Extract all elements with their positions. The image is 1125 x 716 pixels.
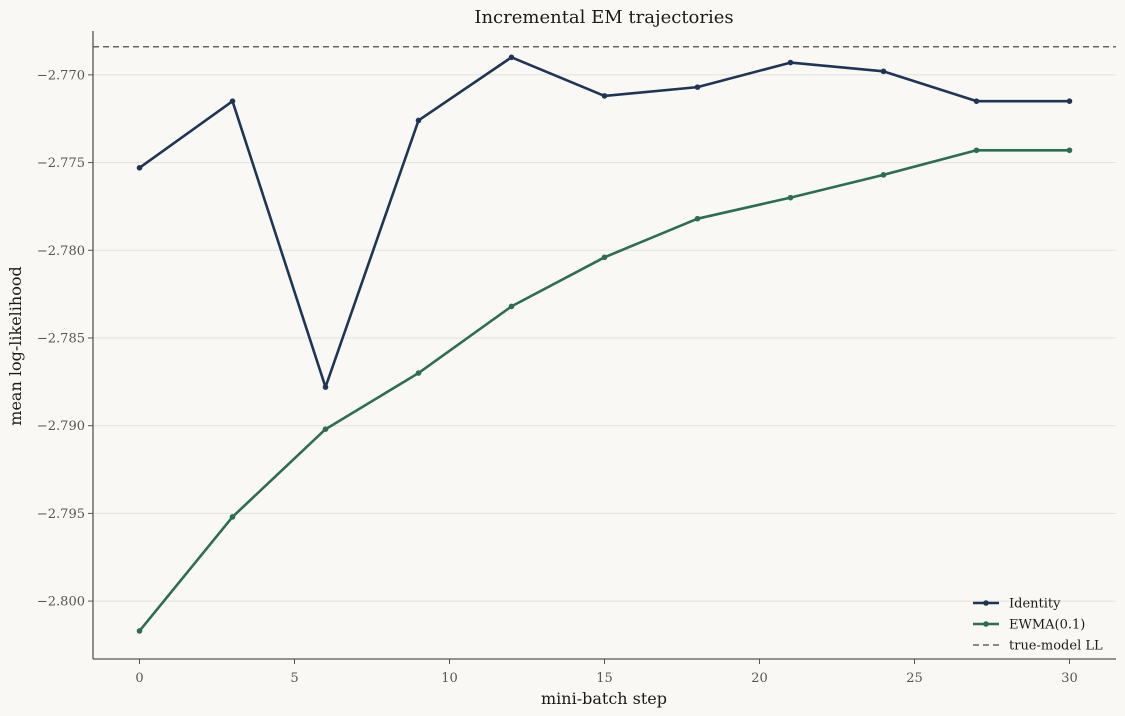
x-tick-label: 15: [596, 671, 613, 686]
legend-marker: [983, 621, 989, 627]
legend-label: true-model LL: [1009, 639, 1103, 654]
x-tick-label: 5: [290, 671, 298, 686]
y-tick-label: −2.770: [37, 68, 85, 83]
y-tick-label: −2.790: [37, 419, 85, 434]
chart-title: Incremental EM trajectories: [474, 7, 733, 28]
data-point: [787, 59, 794, 66]
data-point: [229, 514, 236, 520]
data-point: [694, 215, 701, 222]
data-point: [136, 628, 143, 634]
y-tick-label: −2.780: [37, 244, 85, 259]
data-point: [601, 254, 608, 261]
data-point: [1066, 98, 1073, 104]
x-tick-label: 10: [441, 671, 458, 686]
legend-label: EWMA(0.1): [1009, 618, 1085, 633]
y-tick-label: −2.785: [37, 331, 85, 346]
data-point: [229, 98, 236, 104]
grid: [93, 74, 1116, 602]
data-point: [415, 117, 422, 124]
data-point: [136, 165, 143, 171]
x-tick-label: 0: [135, 671, 143, 686]
data-point: [415, 370, 422, 376]
x-axis-title: mini-batch step: [541, 689, 667, 708]
data-point: [601, 93, 608, 99]
x-tick-label: 20: [751, 671, 768, 686]
data-point: [694, 84, 701, 90]
data-point: [880, 172, 887, 178]
y-tick-label: −2.795: [37, 507, 85, 522]
y-axis-title: mean log-likelihood: [6, 266, 25, 425]
data-point: [322, 426, 329, 433]
x-tick-label: 30: [1061, 671, 1078, 686]
series-layer: [136, 54, 1073, 634]
y-tick-label: −2.800: [37, 595, 85, 610]
ticks: −2.770 −2.775 −2.780 −2.785 −2.790 −2.795 −2.8…: [37, 68, 1078, 686]
data-point: [508, 54, 515, 61]
data-point: [973, 98, 980, 104]
legend: Identity EWMA(0.1) true-model LL: [973, 597, 1103, 654]
data-point: [322, 384, 329, 390]
x-tick-label: 25: [906, 671, 923, 686]
data-point: [787, 194, 794, 201]
legend-label: Identity: [1009, 597, 1061, 612]
legend-marker: [983, 600, 989, 606]
data-point: [508, 303, 515, 310]
y-tick-label: −2.775: [37, 156, 85, 171]
data-point: [880, 68, 887, 75]
data-point: [973, 147, 980, 154]
data-point: [1066, 147, 1073, 154]
